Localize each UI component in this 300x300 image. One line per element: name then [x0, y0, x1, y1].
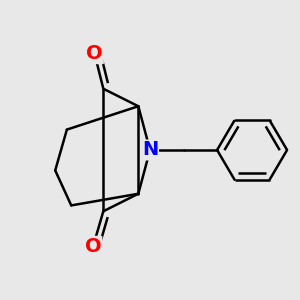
Text: O: O: [86, 44, 103, 63]
Text: N: N: [142, 140, 158, 160]
Text: O: O: [85, 237, 101, 256]
